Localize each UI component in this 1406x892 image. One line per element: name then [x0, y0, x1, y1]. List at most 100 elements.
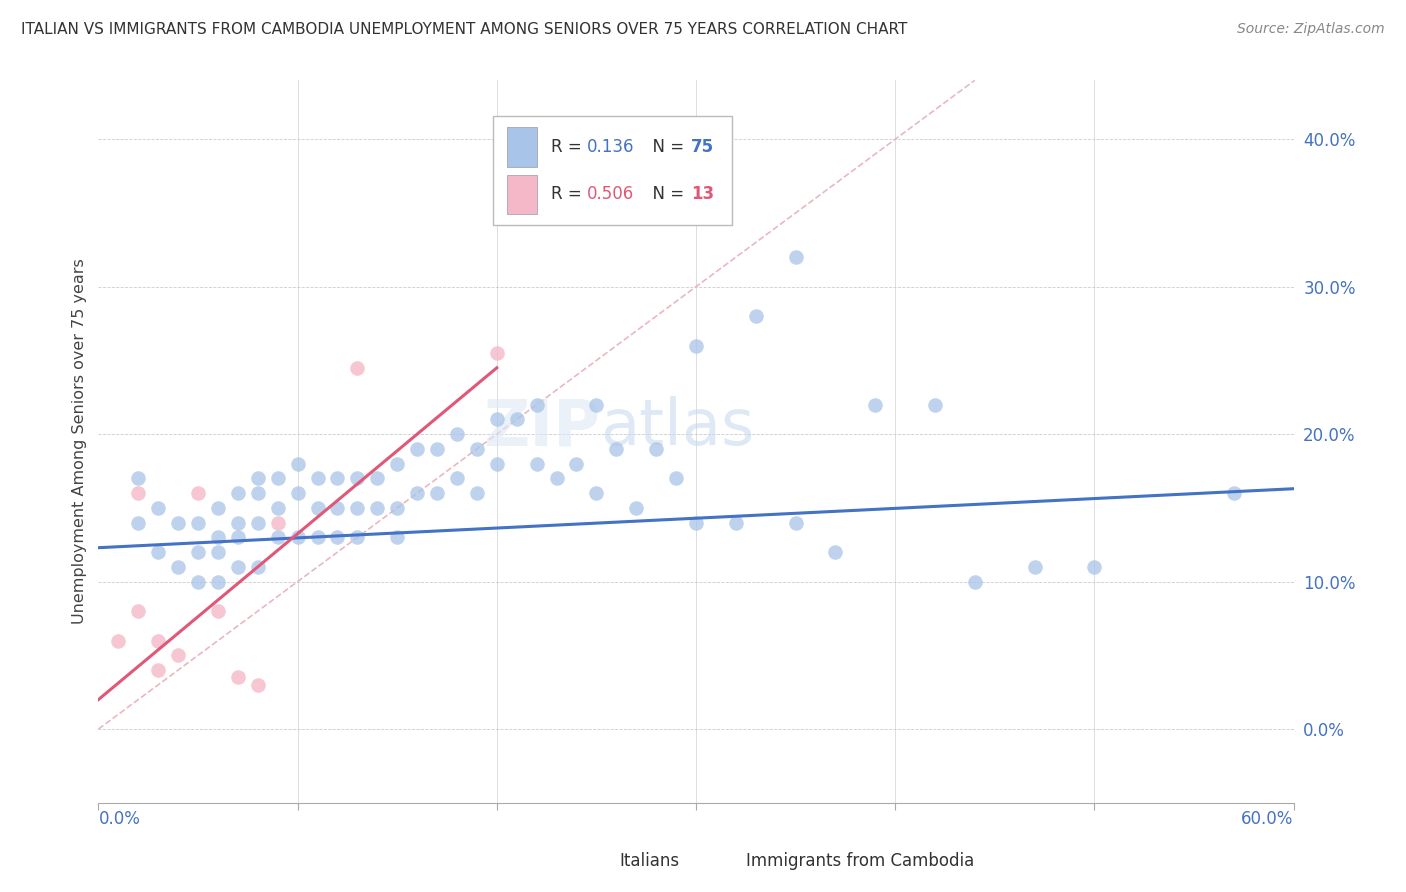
Point [226, 516, 249, 530]
Point [127, 516, 149, 530]
Point [626, 500, 648, 515]
Text: 0.506: 0.506 [588, 186, 634, 203]
Point [745, 309, 768, 323]
Point [685, 516, 707, 530]
Bar [714, 851, 740, 871]
Point [645, 442, 668, 456]
Text: Italians: Italians [620, 852, 679, 870]
Point [148, 663, 170, 677]
Text: 0.0%: 0.0% [98, 810, 141, 828]
Point [346, 360, 368, 375]
Point [148, 545, 170, 559]
Point [385, 500, 409, 515]
Point [1024, 560, 1046, 574]
Point [346, 471, 368, 485]
Point [246, 678, 269, 692]
Point [465, 486, 488, 500]
Text: Immigrants from Cambodia: Immigrants from Cambodia [747, 852, 974, 870]
Point [127, 471, 149, 485]
Point [287, 530, 309, 544]
Y-axis label: Unemployment Among Seniors over 75 years: Unemployment Among Seniors over 75 years [72, 259, 87, 624]
Point [187, 545, 209, 559]
Point [226, 560, 249, 574]
Point [207, 545, 229, 559]
Point [187, 574, 209, 589]
Point [785, 250, 807, 264]
Point [246, 560, 269, 574]
Point [685, 339, 707, 353]
Point [187, 486, 209, 500]
Text: N =: N = [643, 186, 689, 203]
Point [426, 486, 449, 500]
Point [167, 648, 190, 663]
Point [246, 486, 269, 500]
Bar [589, 851, 614, 871]
Point [246, 516, 269, 530]
Point [267, 500, 290, 515]
Point [148, 633, 170, 648]
Point [506, 412, 529, 426]
Point [446, 471, 468, 485]
Point [226, 486, 249, 500]
Text: 0.136: 0.136 [588, 137, 634, 156]
Point [385, 530, 409, 544]
Text: N =: N = [643, 137, 689, 156]
Point [724, 516, 747, 530]
Point [485, 412, 508, 426]
Point [287, 486, 309, 500]
Bar [508, 127, 537, 167]
Point [207, 530, 229, 544]
Point [246, 471, 269, 485]
Point [267, 516, 290, 530]
Point [366, 500, 388, 515]
Point [485, 457, 508, 471]
Point [267, 471, 290, 485]
Text: atlas: atlas [600, 396, 755, 458]
Point [865, 398, 887, 412]
Point [585, 486, 607, 500]
Bar [508, 175, 537, 214]
Point [924, 398, 946, 412]
Point [385, 457, 409, 471]
Point [307, 530, 329, 544]
FancyBboxPatch shape [494, 116, 733, 225]
Point [406, 442, 429, 456]
Point [167, 560, 190, 574]
Point [785, 516, 807, 530]
Point [526, 457, 548, 471]
Point [167, 516, 190, 530]
Point [326, 500, 349, 515]
Text: 75: 75 [692, 137, 714, 156]
Point [326, 471, 349, 485]
Point [963, 574, 986, 589]
Point [485, 346, 508, 360]
Point [1083, 560, 1105, 574]
Point [207, 604, 229, 618]
Point [346, 530, 368, 544]
Point [326, 530, 349, 544]
Point [207, 574, 229, 589]
Point [406, 486, 429, 500]
Point [605, 442, 627, 456]
Point [546, 471, 568, 485]
Text: ZIP: ZIP [484, 396, 600, 458]
Text: R =: R = [551, 186, 588, 203]
Point [366, 471, 388, 485]
Point [565, 457, 588, 471]
Point [127, 604, 149, 618]
Point [526, 398, 548, 412]
Text: R =: R = [551, 137, 588, 156]
Point [187, 516, 209, 530]
Point [346, 500, 368, 515]
Text: ITALIAN VS IMMIGRANTS FROM CAMBODIA UNEMPLOYMENT AMONG SENIORS OVER 75 YEARS COR: ITALIAN VS IMMIGRANTS FROM CAMBODIA UNEM… [21, 22, 907, 37]
Point [226, 530, 249, 544]
Point [287, 457, 309, 471]
Point [107, 633, 129, 648]
Point [585, 398, 607, 412]
Point [446, 427, 468, 442]
Point [127, 486, 149, 500]
Point [665, 471, 688, 485]
Text: 60.0%: 60.0% [1241, 810, 1294, 828]
Point [207, 500, 229, 515]
Text: 13: 13 [692, 186, 714, 203]
